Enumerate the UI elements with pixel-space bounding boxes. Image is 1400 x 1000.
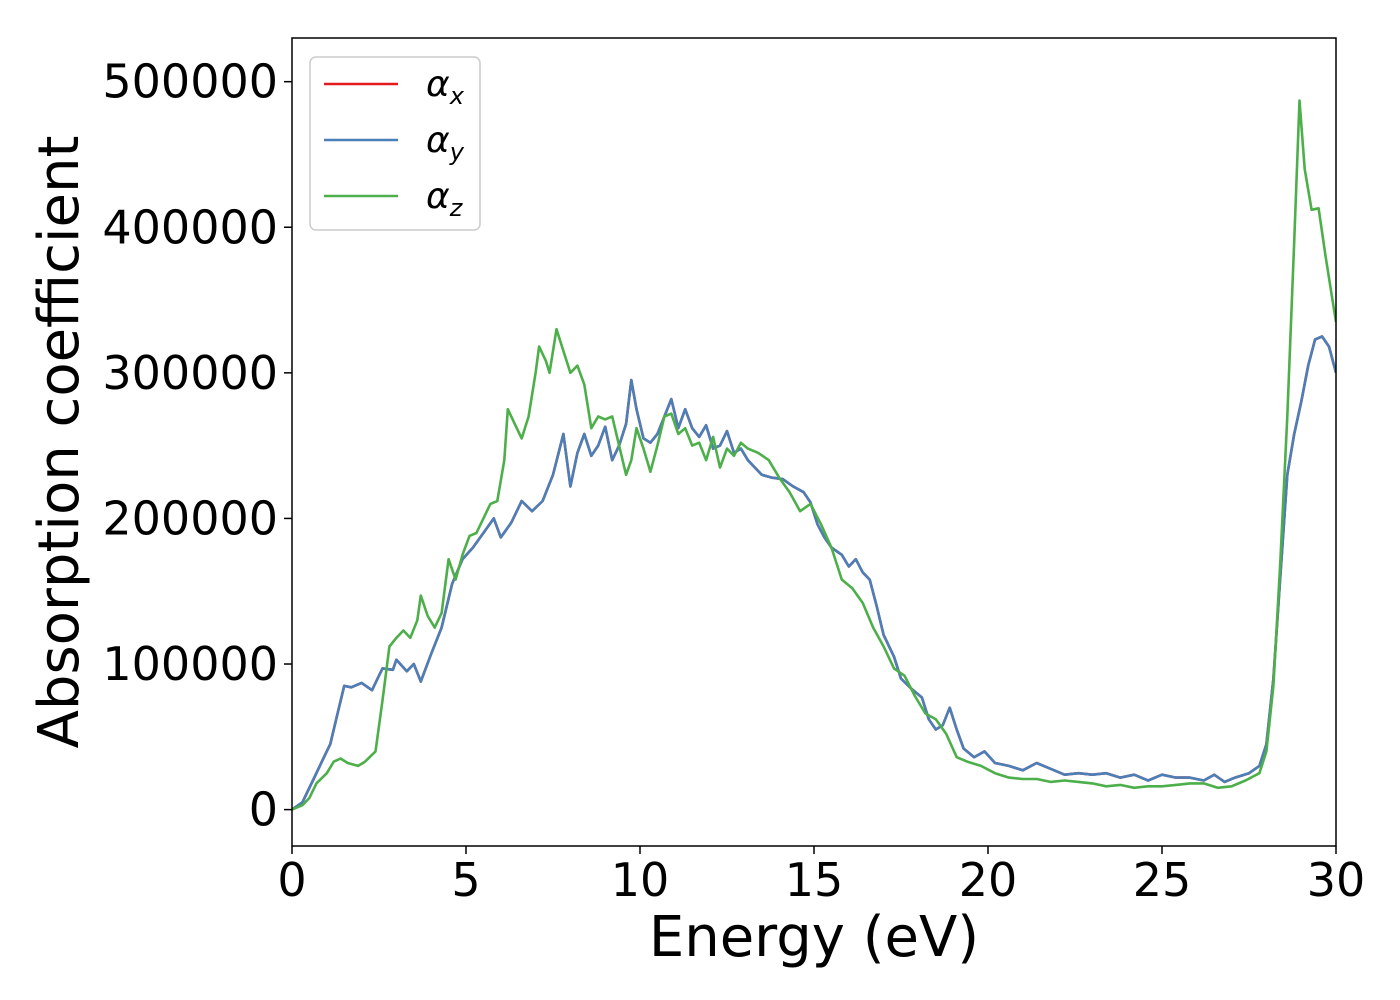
y-axis-label: Absorption coefficient: [27, 136, 92, 749]
x-tick-label: 10: [611, 853, 670, 907]
x-axis-label: Energy (eV): [649, 905, 979, 970]
y-tick-label: 400000: [102, 200, 278, 254]
x-tick-label: 30: [1307, 853, 1366, 907]
legend-label-x: αx: [426, 64, 465, 110]
legend: αx αy αz: [309, 56, 481, 231]
y-tick-label: 300000: [102, 346, 278, 400]
x-tick-label: 15: [785, 853, 844, 907]
y-tick-label: 200000: [102, 491, 278, 545]
series-line-x: [292, 335, 1336, 811]
y-tick-label: 0: [249, 783, 278, 837]
x-tick-label: 5: [451, 853, 480, 907]
x-tick-label: 20: [959, 853, 1018, 907]
legend-frame: [309, 56, 481, 231]
series-line-y: [292, 335, 1336, 811]
x-tick-label: 25: [1133, 853, 1192, 907]
series-line-z: [292, 99, 1336, 811]
x-axis: 0 5 10 15 20 25 30: [277, 846, 1365, 907]
legend-label-y: αy: [426, 120, 465, 166]
series-layer: [292, 99, 1336, 811]
legend-label-z: αz: [426, 176, 464, 222]
x-tick-label: 0: [277, 853, 306, 907]
y-tick-label: 500000: [102, 55, 278, 109]
y-tick-label: 100000: [102, 637, 278, 691]
y-axis: 0 100000 200000 300000 400000 500000: [102, 55, 292, 837]
